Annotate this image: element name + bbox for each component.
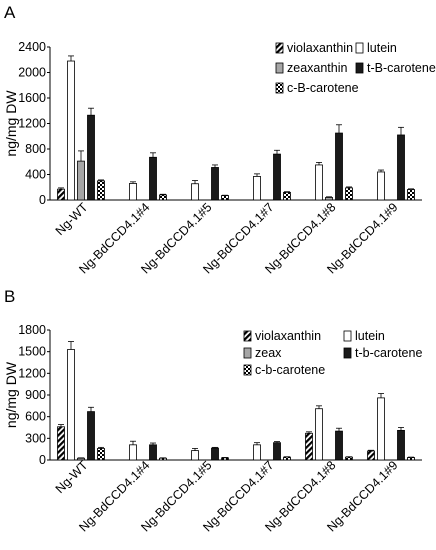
y-tick-label: 0 [39, 453, 46, 467]
bar-t-b-carotene [335, 430, 343, 461]
y-axis-label: ng/mg DW [3, 90, 19, 157]
y-tick-label: 1200 [18, 117, 46, 131]
legend-swatch [243, 364, 252, 376]
bar-c-b-carotene [407, 189, 415, 201]
bar-lutein [253, 444, 261, 461]
y-tick-label: 600 [25, 410, 46, 424]
bar-t-b-carotene [335, 132, 343, 201]
bar-violaxanthin [305, 432, 313, 461]
legend-swatch [355, 42, 364, 54]
bar-c-b-carotene [159, 457, 167, 461]
legend-entry: t-b-carotene [355, 346, 422, 360]
y-tick-label: 1500 [18, 345, 46, 359]
bar-t-b-carotene [87, 114, 95, 201]
panel-label: A [4, 3, 16, 22]
legend-swatch [243, 330, 252, 342]
legend-swatch [243, 347, 252, 359]
bar-violaxanthin [57, 188, 65, 201]
panel-a: Ang/mg DW04008001200160020002400Ng-WTNg-… [3, 3, 436, 276]
legend-entry: violaxanthin [255, 329, 321, 343]
bar-c-b-carotene [283, 456, 291, 461]
bar-c-b-carotene [97, 448, 105, 461]
bar-lutein [377, 171, 385, 201]
bar-lutein [191, 450, 199, 461]
legend-swatch [355, 62, 364, 74]
bar-t-b-carotene [149, 444, 157, 461]
legend-entry: lutein [367, 41, 397, 55]
y-tick-label: 1200 [18, 366, 46, 380]
bar-t-b-carotene [397, 429, 405, 461]
bar-t-b-carotene [273, 442, 281, 461]
x-tick-label: Ng-WT [53, 200, 91, 238]
legend-entry: zeaxanthin [287, 61, 348, 75]
legend-entry: violaxanthin [287, 41, 353, 55]
bar-t-b-carotene [87, 411, 95, 461]
bar-c-b-carotene [345, 456, 353, 461]
y-tick-label: 900 [25, 388, 46, 402]
legend-swatch [343, 330, 352, 342]
bar-c-b-carotene [407, 457, 415, 461]
bar-t-b-carotene [273, 153, 281, 201]
y-tick-label: 400 [25, 168, 46, 182]
legend-entry: lutein [355, 329, 385, 343]
y-tick-label: 1600 [18, 91, 46, 105]
bar-c-b-carotene [345, 187, 353, 201]
y-axis-label: ng/mg DW [3, 361, 19, 428]
legend-entry: zeax [255, 346, 282, 360]
bar-c-b-carotene [97, 180, 105, 201]
legend-swatch [343, 347, 352, 359]
legend-swatch [275, 62, 284, 74]
y-tick-label: 800 [25, 142, 46, 156]
bar-c-b-carotene [159, 194, 167, 201]
legend-swatch [275, 42, 284, 54]
y-tick-label: 2000 [18, 66, 46, 80]
bar-c-b-carotene [221, 195, 229, 201]
y-tick-label: 2400 [18, 40, 46, 54]
bar-lutein [377, 397, 385, 461]
panel-b: Bng/mg DW0300600900120015001800Ng-WTNg-B… [3, 287, 422, 534]
bar-lutein [67, 60, 75, 201]
bar-lutein [191, 183, 199, 201]
bar-violaxanthin [57, 426, 65, 461]
bar-lutein [129, 183, 137, 201]
bar-lutein [67, 349, 75, 461]
bar-zeaxanthin [77, 160, 85, 201]
bar-lutein [315, 408, 323, 461]
bar-lutein [129, 444, 137, 461]
legend-swatch [275, 82, 284, 94]
bar-t-b-carotene [397, 134, 405, 201]
bar-lutein [315, 164, 323, 201]
y-tick-label: 1800 [18, 323, 46, 337]
bar-c-b-carotene [283, 191, 291, 201]
bar-zeaxanthin [325, 197, 333, 201]
bar-t-b-carotene [211, 167, 219, 201]
legend-entry: c-B-carotene [287, 81, 359, 95]
bar-lutein [253, 176, 261, 201]
bar-t-b-carotene [211, 447, 219, 461]
x-tick-label: Ng-WT [53, 458, 91, 496]
y-tick-label: 0 [39, 193, 46, 207]
bar-c-b-carotene [221, 457, 229, 461]
y-tick-label: 300 [25, 431, 46, 445]
legend-entry: c-b-carotene [255, 363, 325, 377]
bar-t-b-carotene [149, 156, 157, 201]
bar-violaxanthin [367, 450, 375, 461]
panel-label: B [4, 287, 15, 306]
legend-entry: t-B-carotene [367, 61, 436, 75]
